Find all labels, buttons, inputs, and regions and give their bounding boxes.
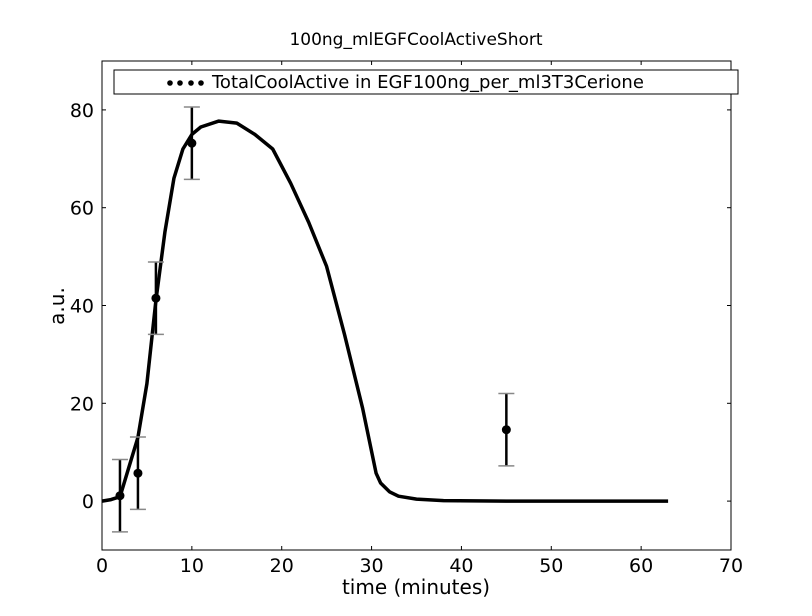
x-tick-label: 10 <box>180 555 204 577</box>
legend-marker-dot <box>167 80 173 86</box>
legend-label: TotalCoolActive in EGF100ng_per_ml3T3Cer… <box>211 72 644 93</box>
legend: TotalCoolActive in EGF100ng_per_ml3T3Cer… <box>113 69 739 95</box>
legend-box <box>113 69 739 95</box>
y-axis-label: a.u. <box>45 287 69 325</box>
y-tick-label: 80 <box>70 100 94 122</box>
y-tick-label: 60 <box>70 198 94 220</box>
y-tick-label: 40 <box>70 296 94 318</box>
data-point <box>187 138 197 148</box>
data-point <box>115 491 125 501</box>
legend-marker-dot <box>177 80 183 86</box>
legend-marker-dot <box>198 80 204 86</box>
y-tick-label: 20 <box>70 393 94 415</box>
axis-ticks: 0 10 20 30 40 50 60 70 0 20 40 60 80 <box>70 61 743 577</box>
y-tick-label: 0 <box>82 491 94 513</box>
data-point <box>501 425 511 435</box>
model-curve <box>101 119 669 503</box>
x-tick-label: 50 <box>539 555 563 577</box>
plot-area <box>101 106 669 533</box>
chart-title: 100ng_mlEGFCoolActiveShort <box>289 30 542 50</box>
legend-marker <box>167 80 204 86</box>
x-axis-label: time (minutes) <box>342 575 490 599</box>
x-tick-label: 70 <box>719 555 743 577</box>
x-tick-label: 30 <box>359 555 383 577</box>
data-point <box>151 293 161 303</box>
axes-frame <box>101 60 732 551</box>
x-tick-label: 60 <box>629 555 653 577</box>
legend-marker-dot <box>188 80 194 86</box>
x-tick-label: 40 <box>449 555 473 577</box>
x-tick-label: 0 <box>96 555 108 577</box>
x-tick-label: 20 <box>270 555 294 577</box>
data-point <box>133 468 143 478</box>
